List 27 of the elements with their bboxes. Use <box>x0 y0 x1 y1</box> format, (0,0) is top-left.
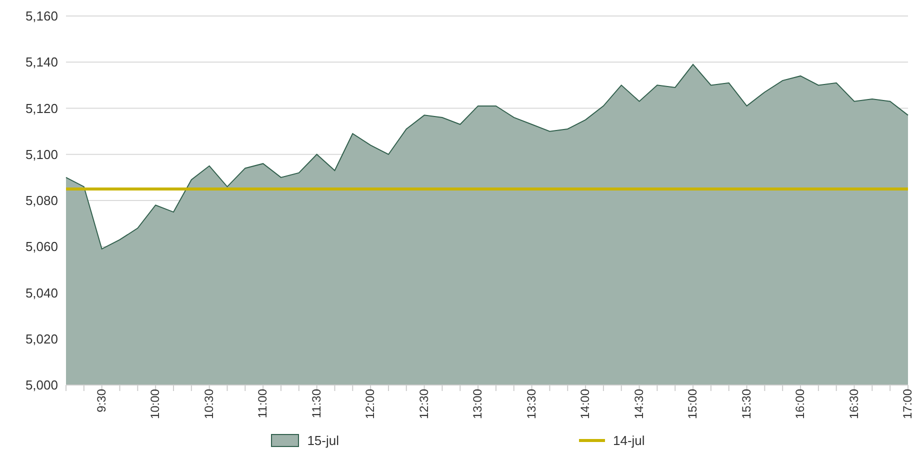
x-tick-label: 13:30 <box>524 388 538 420</box>
x-tick-label: 12:00 <box>363 388 378 420</box>
legend-label: 14-jul <box>613 433 645 448</box>
x-tick-label: 10:30 <box>202 388 216 420</box>
x-tick-label: 15:00 <box>686 388 700 420</box>
x-tick-label: 14:30 <box>632 388 646 420</box>
x-tick-label: 13:00 <box>470 388 485 420</box>
x-tick-label: 11:30 <box>309 388 324 418</box>
y-tick-label: 5,060 <box>25 239 58 254</box>
y-tick-label: 5,040 <box>25 285 58 300</box>
x-tick-label: 12:30 <box>416 388 431 420</box>
y-tick-label: 5,000 <box>25 378 58 393</box>
x-tick-label: 10:00 <box>148 388 162 420</box>
y-tick-label: 5,140 <box>25 54 58 70</box>
x-tick-label: 14:00 <box>578 388 592 420</box>
x-tick-label: 17:00 <box>900 388 915 420</box>
x-tick-label: 16:00 <box>793 388 808 420</box>
y-tick-label: 5,080 <box>25 193 58 208</box>
y-tick-label: 5,120 <box>25 100 58 116</box>
x-tick-label: 15:30 <box>739 388 754 420</box>
y-tick-label: 5,020 <box>25 331 58 346</box>
y-tick-label: 5,100 <box>25 146 58 162</box>
x-tick-label: 16:30 <box>846 388 861 420</box>
legend-label: 15-jul <box>307 433 339 448</box>
x-tick-label: 11:00 <box>256 388 270 418</box>
y-tick-label: 5,160 <box>25 8 58 24</box>
x-tick-label: 9:30 <box>94 388 108 412</box>
